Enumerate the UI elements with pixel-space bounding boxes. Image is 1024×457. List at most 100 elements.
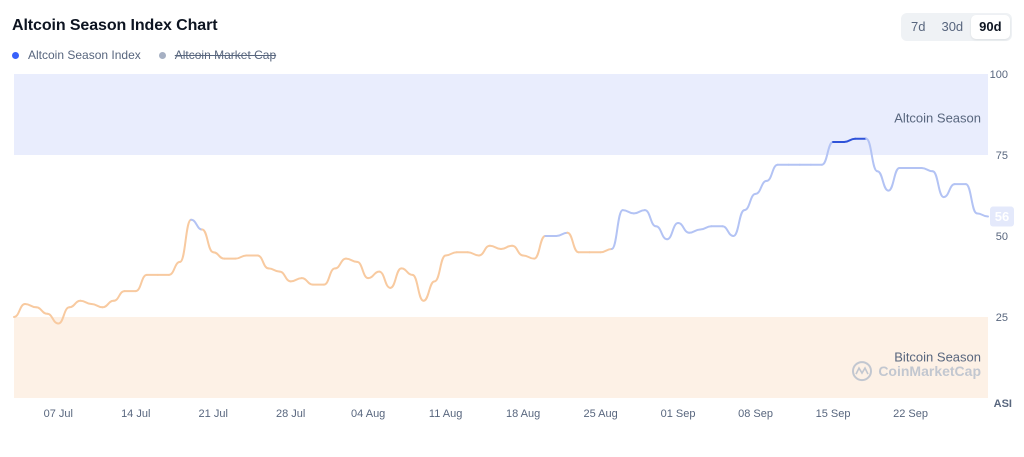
data-point[interactable] [406,269,418,281]
data-point[interactable] [893,162,905,174]
data-point[interactable] [794,159,806,171]
data-point[interactable] [506,240,518,252]
data-point[interactable] [849,133,861,145]
data-point[interactable] [318,279,330,291]
data-point[interactable] [108,295,120,307]
data-point[interactable] [628,207,640,219]
data-point[interactable] [639,204,651,216]
data-point[interactable] [451,246,463,258]
data-point[interactable] [739,204,751,216]
data-point[interactable] [362,272,374,284]
data-point[interactable] [882,185,894,197]
data-point[interactable] [152,269,164,281]
data-point[interactable] [285,275,297,287]
data-point[interactable] [185,214,197,226]
range-30d-button[interactable]: 30d [941,19,964,34]
data-point[interactable] [761,175,773,187]
range-7d-button[interactable]: 7d [911,19,926,34]
data-point[interactable] [805,159,817,171]
series-line-segment [278,270,292,283]
data-point[interactable] [905,162,917,174]
data-point[interactable] [63,301,75,313]
data-point[interactable] [672,217,684,229]
data-point[interactable] [429,275,441,287]
data-point[interactable] [218,253,230,265]
data-point[interactable] [550,230,562,242]
series-line-segment [256,254,270,270]
data-point[interactable] [41,308,53,320]
data-point[interactable] [74,295,86,307]
legend-item-altcoin-season-index[interactable]: Altcoin Season Index [12,48,141,62]
data-point[interactable] [772,159,784,171]
data-point[interactable] [252,249,264,261]
data-point[interactable] [97,301,109,313]
data-point[interactable] [207,246,219,258]
data-point[interactable] [196,224,208,236]
data-point[interactable] [52,317,64,329]
data-point[interactable] [683,227,695,239]
data-point[interactable] [705,220,717,232]
data-point[interactable] [30,301,42,313]
data-point[interactable] [949,178,961,190]
data-point[interactable] [240,249,252,261]
data-point[interactable] [727,230,739,242]
data-point[interactable] [716,220,728,232]
data-point[interactable] [971,207,983,219]
data-point[interactable] [561,227,573,239]
data-point[interactable] [517,249,529,261]
data-point[interactable] [528,253,540,265]
data-point[interactable] [617,204,629,216]
data-point[interactable] [750,188,762,200]
range-90d-button[interactable]: 90d [971,15,1010,39]
data-point[interactable] [539,230,551,242]
data-point[interactable] [484,240,496,252]
data-point[interactable] [584,246,596,258]
data-point[interactable] [373,266,385,278]
data-point[interactable] [19,298,31,310]
data-point[interactable] [495,243,507,255]
data-point[interactable] [595,246,607,258]
data-point[interactable] [606,243,618,255]
data-point[interactable] [462,246,474,258]
data-point[interactable] [694,224,706,236]
data-point[interactable] [473,249,485,261]
data-point[interactable] [85,298,97,310]
data-point[interactable] [827,136,839,148]
data-point[interactable] [296,272,308,284]
data-point[interactable] [130,285,142,297]
data-point[interactable] [263,262,275,274]
data-point[interactable] [661,233,673,245]
data-point[interactable] [329,262,341,274]
data-point[interactable] [871,165,883,177]
data-point[interactable] [384,282,396,294]
data-point[interactable] [440,249,452,261]
series-line-segment [46,312,60,325]
data-point[interactable] [572,246,584,258]
data-point[interactable] [960,178,972,190]
data-point[interactable] [927,165,939,177]
series-line-segment [234,254,248,260]
data-point[interactable] [860,133,872,145]
data-point[interactable] [418,295,430,307]
data-point[interactable] [174,256,186,268]
coinmarketcap-logo-mark-icon [855,366,869,375]
legend-item-altcoin-market-cap[interactable]: Altcoin Market Cap [158,48,276,62]
data-point[interactable] [351,256,363,268]
data-point[interactable] [340,253,352,265]
data-point[interactable] [916,162,928,174]
data-point[interactable] [163,269,175,281]
data-point[interactable] [838,136,850,148]
data-point[interactable] [274,266,286,278]
data-point[interactable] [8,311,20,323]
data-point[interactable] [938,191,950,203]
data-point[interactable] [307,279,319,291]
data-point[interactable] [395,262,407,274]
data-point[interactable] [783,159,795,171]
data-point[interactable] [816,159,828,171]
data-point[interactable] [229,253,241,265]
coinmarketcap-logo-icon [852,361,872,382]
data-point[interactable] [141,269,153,281]
data-point[interactable] [650,220,662,232]
data-point[interactable] [119,285,131,297]
